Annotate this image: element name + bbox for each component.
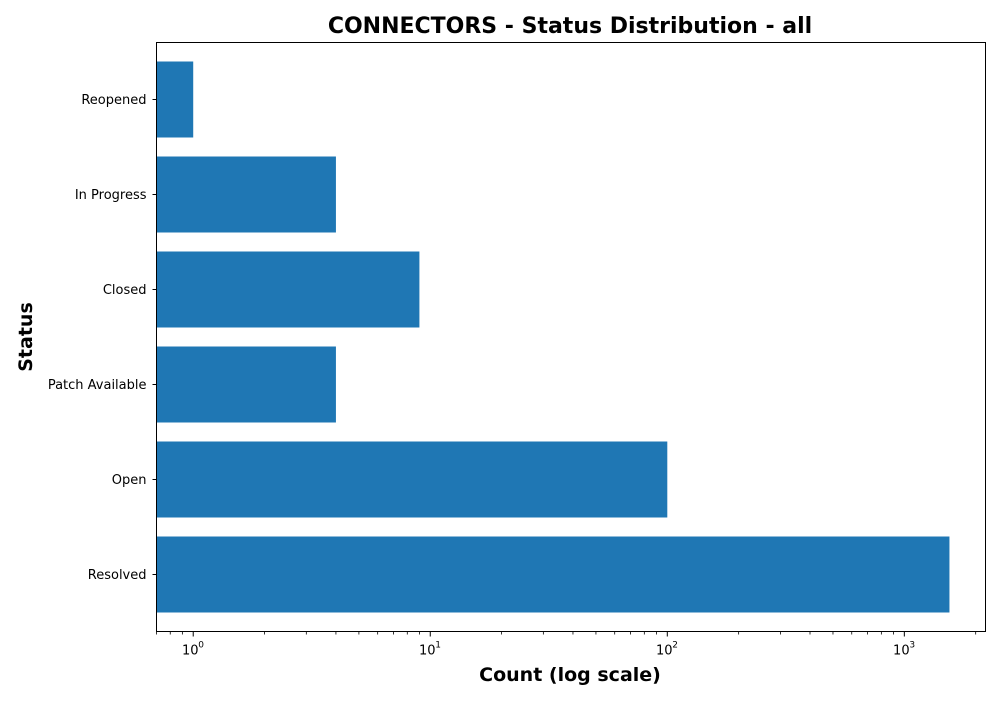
bars-layer — [156, 61, 950, 613]
ticks-layer: Resolved Open Patch Available Closed In Prog… — [48, 93, 977, 659]
y-tick-label-resolved: Resolved — [88, 568, 147, 583]
plot-frame — [156, 42, 986, 632]
y-tick-label-open: Open — [112, 473, 147, 488]
x-axis-label: Count (log scale) — [479, 664, 661, 686]
bar-reopened — [156, 61, 194, 138]
x-tick-exponent-2: 2 — [672, 641, 678, 651]
bar-closed — [156, 251, 420, 328]
y-axis-label: Status — [15, 302, 37, 372]
bar-resolved — [156, 536, 950, 613]
y-tick-label-in-progress: In Progress — [75, 188, 147, 203]
bar-in-progress — [156, 156, 336, 233]
bar-open — [156, 441, 668, 518]
x-tick-exponent-0: 0 — [198, 641, 204, 651]
x-tick-label-0: 10 — [182, 644, 199, 659]
chart-title: CONNECTORS - Status Distribution - all — [328, 14, 812, 39]
x-tick-label-1: 10 — [419, 644, 436, 659]
x-tick-exponent-3: 3 — [909, 641, 915, 651]
x-tick-label-2: 10 — [656, 644, 673, 659]
y-tick-label-closed: Closed — [103, 283, 147, 298]
y-tick-label-reopened: Reopened — [81, 93, 146, 108]
x-tick-exponent-1: 1 — [435, 641, 441, 651]
x-tick-label-3: 10 — [893, 644, 910, 659]
bar-patch-available — [156, 346, 336, 423]
y-tick-label-patch-available: Patch Available — [48, 378, 147, 393]
